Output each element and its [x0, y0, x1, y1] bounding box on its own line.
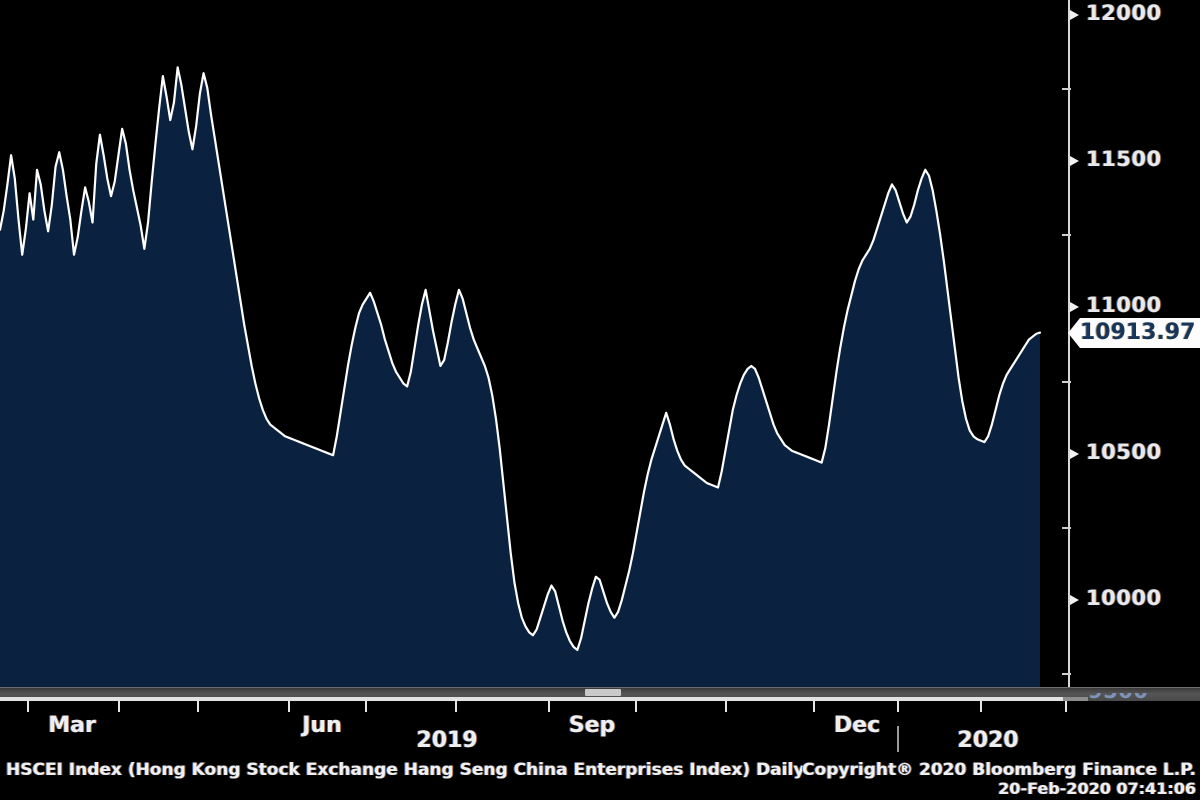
scrollbar-end-stub[interactable] — [1063, 697, 1088, 701]
y-axis-major-tick — [1070, 9, 1079, 20]
footer-security-description: HSCEI Index (Hong Kong Stock Exchange Ha… — [6, 760, 805, 780]
x-axis-tick — [548, 701, 550, 712]
x-axis-tick — [288, 701, 290, 712]
y-axis-label: 10000 — [1086, 586, 1162, 611]
year-divider — [897, 726, 899, 752]
scrollbar-track[interactable] — [0, 697, 1063, 701]
y-axis-minor-tick — [1062, 234, 1071, 237]
price-line — [0, 66, 1042, 652]
y-axis-label: 11000 — [1086, 293, 1162, 318]
y-axis-minor-tick — [1062, 87, 1071, 90]
y-axis: 12000 11500 11000 10500 10000 — [1062, 0, 1200, 692]
x-axis-tick — [1065, 701, 1067, 712]
x-axis-year-label: 2019 — [416, 728, 478, 753]
x-axis-month-label: Dec — [833, 713, 881, 738]
x-axis-tick — [980, 701, 982, 712]
x-axis-tick — [813, 701, 815, 712]
y-axis-major-tick — [1070, 595, 1079, 606]
last-price-value: 10913.97 — [1080, 320, 1196, 346]
last-price-flag[interactable]: 10913.97 — [1068, 317, 1200, 348]
flag-pointer-icon — [1068, 317, 1080, 348]
x-axis-year-label: 2020 — [957, 728, 1019, 753]
x-axis-tick — [197, 701, 199, 712]
x-axis-month-label: Sep — [568, 713, 616, 738]
x-axis-tick — [725, 701, 727, 712]
x-axis: Mar Jun Sep Dec — [0, 701, 1070, 738]
y-axis-major-tick — [1070, 156, 1079, 167]
flag-body: 10913.97 — [1080, 317, 1200, 348]
price-area-fill — [0, 67, 1040, 688]
y-axis-minor-tick — [1062, 380, 1071, 383]
x-axis-tick — [27, 701, 29, 712]
y-axis-major-tick — [1070, 448, 1079, 459]
footer-copyright: Copyright® 2020 Bloomberg Finance L.P. — [802, 760, 1196, 780]
x-axis-tick — [365, 701, 367, 712]
x-axis-tick — [635, 701, 637, 712]
x-axis-tick — [118, 701, 120, 712]
y-axis-label: 12000 — [1086, 0, 1162, 25]
chart-plot-area[interactable] — [0, 0, 1070, 688]
clipped-axis-label-text: 9500 — [1088, 693, 1200, 701]
footer-timestamp: 20-Feb-2020 07:41:06 — [998, 779, 1196, 798]
x-axis-month-label: Mar — [48, 713, 96, 738]
y-axis-label: 11500 — [1086, 147, 1162, 172]
x-axis-tick — [897, 701, 899, 712]
x-axis-tick — [455, 701, 457, 712]
clipped-axis-label: 9500 — [1088, 693, 1200, 701]
y-axis-major-tick — [1070, 302, 1079, 313]
x-axis-month-label: Jun — [302, 713, 342, 738]
scrollbar-thumb[interactable] — [585, 689, 621, 696]
y-axis-label: 10500 — [1086, 439, 1162, 464]
horizontal-scrollbar[interactable] — [0, 687, 1200, 701]
y-axis-minor-tick — [1062, 673, 1071, 676]
y-axis-minor-tick — [1062, 526, 1071, 529]
price-area-chart — [0, 66, 1042, 688]
